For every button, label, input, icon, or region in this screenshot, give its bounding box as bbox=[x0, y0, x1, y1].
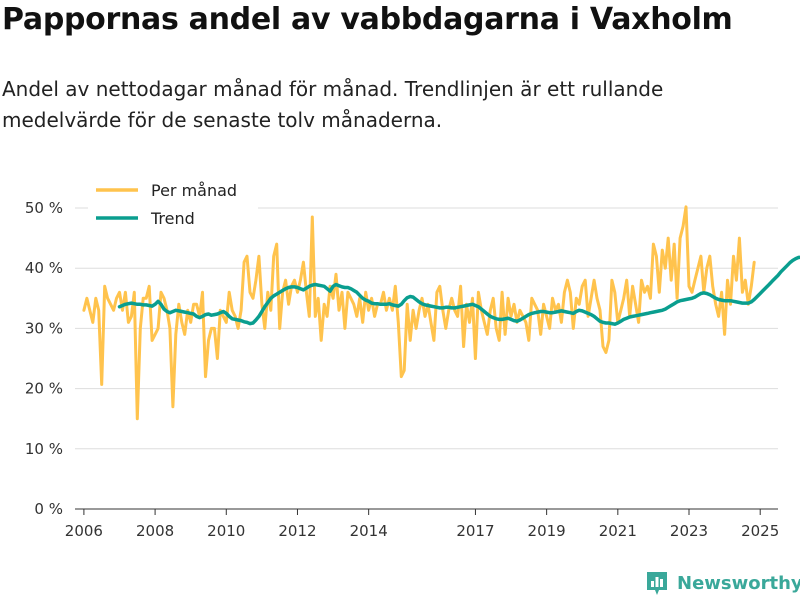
y-tick-label: 50 % bbox=[25, 199, 63, 217]
y-tick-label: 0 % bbox=[34, 500, 63, 518]
x-tick-label: 2014 bbox=[350, 522, 388, 540]
grid-lines bbox=[75, 207, 778, 450]
x-tick-label: 2008 bbox=[136, 522, 174, 540]
brand-logo[interactable]: Newsworthy bbox=[645, 570, 800, 596]
x-tick-label: 2010 bbox=[207, 522, 245, 540]
legend-label-per-manad: Per månad bbox=[151, 181, 237, 200]
y-tick-label: 30 % bbox=[25, 319, 63, 337]
series-line-per-manad bbox=[82, 205, 756, 421]
x-tick-label: 2006 bbox=[65, 522, 103, 540]
bar-chart-icon bbox=[647, 572, 667, 595]
chart-subtitle: Andel av nettodagar månad för månad. Tre… bbox=[2, 77, 664, 132]
x-tick-label: 2017 bbox=[456, 522, 494, 540]
legend-label-trend: Trend bbox=[150, 209, 195, 228]
x-tick-label: 2019 bbox=[528, 522, 566, 540]
x-axis: 2006 2008 2010 2012 2014 2017 2019 2021 2023 2025 bbox=[65, 508, 779, 540]
x-tick-label: 2023 bbox=[670, 522, 708, 540]
y-axis: 0 % 10 % 20 % 30 % 40 % 50 % bbox=[25, 199, 63, 518]
y-tick-label: 10 % bbox=[25, 440, 63, 458]
series-lines bbox=[82, 205, 800, 421]
legend-background bbox=[88, 176, 258, 234]
legend: Per månad Trend bbox=[88, 176, 258, 234]
brand-name: Newsworthy bbox=[677, 572, 800, 594]
y-tick-label: 40 % bbox=[25, 259, 63, 277]
chart-title: Pappornas andel av vabbdagarna i Vaxholm bbox=[2, 2, 733, 37]
series-line-trend bbox=[117, 255, 800, 326]
x-tick-label: 2021 bbox=[599, 522, 637, 540]
x-tick-label: 2025 bbox=[741, 522, 779, 540]
y-tick-label: 20 % bbox=[25, 380, 63, 398]
x-tick-label: 2012 bbox=[278, 522, 316, 540]
